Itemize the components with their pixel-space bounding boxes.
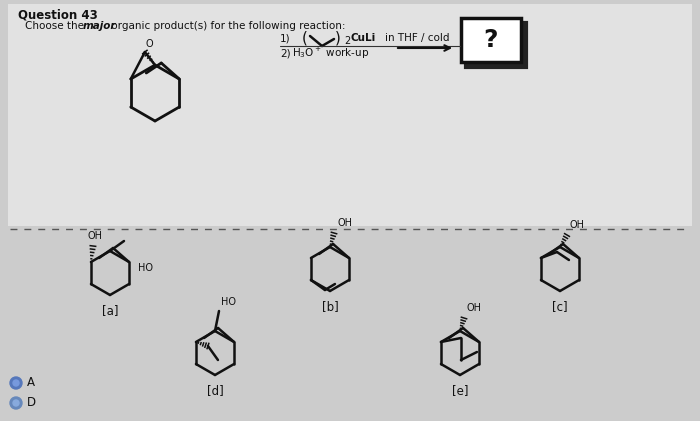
FancyBboxPatch shape	[5, 6, 695, 226]
Text: HO: HO	[138, 263, 153, 273]
Text: OH: OH	[338, 218, 353, 228]
FancyBboxPatch shape	[0, 0, 700, 231]
Text: (: (	[302, 30, 308, 45]
Text: ): )	[335, 30, 341, 45]
Text: CuLi: CuLi	[351, 33, 376, 43]
Text: [a]: [a]	[102, 304, 118, 317]
Text: organic product(s) for the following reaction:: organic product(s) for the following rea…	[108, 21, 346, 31]
Text: [d]: [d]	[206, 384, 223, 397]
Circle shape	[10, 377, 22, 389]
Text: 2: 2	[344, 36, 350, 46]
FancyBboxPatch shape	[466, 23, 526, 67]
FancyBboxPatch shape	[461, 18, 521, 62]
Text: OH: OH	[467, 303, 482, 313]
Text: [b]: [b]	[321, 301, 338, 314]
Text: H$_3$O$^+$ work-up: H$_3$O$^+$ work-up	[292, 45, 369, 61]
Circle shape	[13, 380, 19, 386]
Text: 2): 2)	[280, 48, 290, 58]
Text: [c]: [c]	[552, 301, 568, 314]
Text: A: A	[27, 376, 35, 389]
Circle shape	[13, 400, 19, 406]
Text: ?: ?	[484, 28, 498, 52]
FancyBboxPatch shape	[8, 4, 692, 226]
Text: Choose the: Choose the	[25, 21, 88, 31]
Text: 1): 1)	[280, 33, 290, 43]
Text: Question 43: Question 43	[18, 8, 98, 21]
Text: HO: HO	[221, 297, 236, 307]
Text: OH: OH	[88, 231, 102, 241]
Text: [e]: [e]	[452, 384, 468, 397]
Text: major: major	[83, 21, 116, 31]
Text: in THF / cold: in THF / cold	[385, 33, 449, 43]
Text: D: D	[27, 397, 36, 410]
Text: OH: OH	[570, 220, 585, 230]
Text: O: O	[146, 39, 153, 49]
Circle shape	[10, 397, 22, 409]
